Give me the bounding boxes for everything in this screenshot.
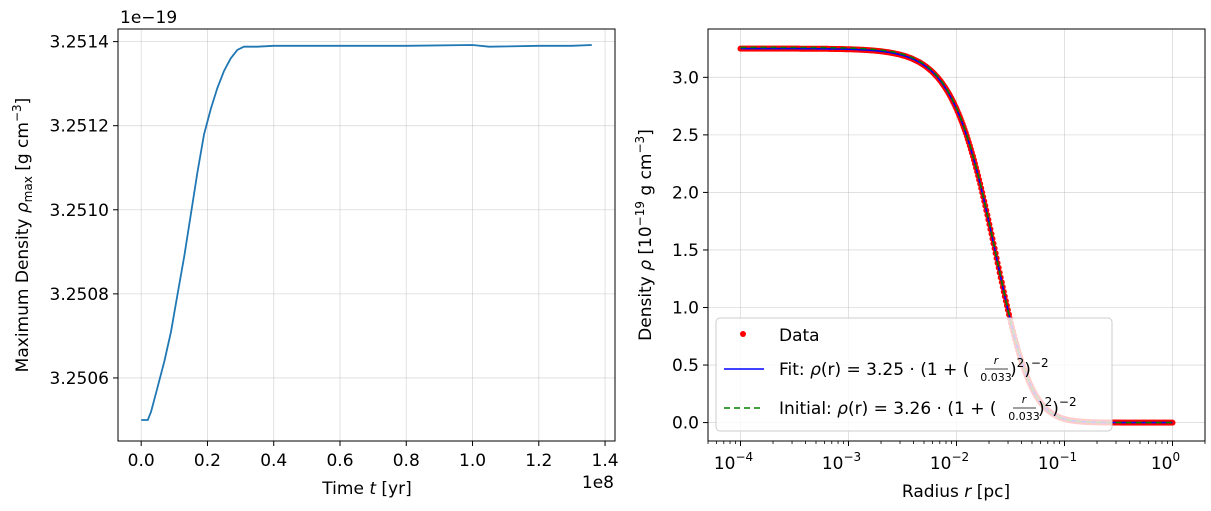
left-x-tick-label: 0.2 — [194, 451, 221, 471]
legend-label-data: Data — [779, 326, 820, 346]
left-y-ticks: 3.2506 3.2508 3.2510 3.2512 3.2514 — [50, 33, 118, 389]
svg-text:r: r — [1022, 393, 1028, 406]
right-y-tick-label: 1.0 — [672, 299, 699, 319]
svg-text:0.033: 0.033 — [980, 371, 1012, 384]
left-x-ticks: 0.0 0.2 0.4 0.6 0.8 1.0 1.2 1.4 — [128, 441, 619, 471]
right-y-tick-label: 3.0 — [672, 68, 699, 88]
left-x-tick-label: 1.0 — [459, 451, 486, 471]
left-y-tick-label: 3.2512 — [50, 117, 109, 137]
right-y-tick-label: 2.0 — [672, 183, 699, 203]
left-x-tick-label: 1.2 — [525, 451, 552, 471]
right-x-tick-label: 10−1 — [1038, 450, 1077, 474]
left-x-tick-label: 0.6 — [326, 451, 353, 471]
left-y-tick-label: 3.2506 — [50, 369, 109, 389]
legend-label-initial: Initial: ρ(r) = 3.26 · (1 + ( r 0.033 )2… — [779, 393, 1077, 423]
right-x-tick-label: 100 — [1151, 450, 1180, 474]
svg-text:0.033: 0.033 — [1008, 410, 1040, 423]
left-plot-frame — [117, 28, 616, 442]
left-x-tick-label: 1.4 — [592, 451, 619, 471]
legend-box — [715, 317, 1113, 432]
svg-text:)2)−2: )2)−2 — [1038, 395, 1077, 419]
right-x-tick-label: 10−3 — [822, 450, 861, 474]
left-x-tick-label: 0.4 — [260, 451, 287, 471]
right-x-ticks: 10−4 10−3 10−2 10−1 100 — [707, 441, 1206, 474]
left-x-axis-label: Time t [yr] — [321, 479, 411, 499]
svg-text:)2)−2: )2)−2 — [1010, 356, 1049, 380]
svg-text:Initial: ρ(r) = 3.26 · (1 + (: Initial: ρ(r) = 3.26 · (1 + ( — [779, 399, 997, 419]
legend-label-fit: Fit: ρ(r) = 3.25 · (1 + ( r 0.033 )2)−2 — [779, 354, 1049, 384]
left-chart: 0.0 0.2 0.4 0.6 0.8 1.0 1.2 1.4 3.25063.25083.2… — [10, 8, 619, 499]
svg-text:Fit: ρ(r) = 3.25 · (1 + (: Fit: ρ(r) = 3.25 · (1 + ( — [779, 360, 969, 380]
right-y-tick-label: 1.5 — [672, 241, 699, 261]
left-series-line — [141, 44, 592, 421]
left-grid — [118, 29, 615, 441]
left-x-tick-label: 0.8 — [393, 451, 420, 471]
right-y-tick-label: 0.0 — [672, 414, 699, 434]
right-x-tick-label: 10−2 — [930, 450, 969, 474]
right-y-axis-label: Density ρ [10−19 g cm−3] — [633, 129, 656, 341]
legend-marker-data — [740, 331, 746, 337]
right-y-tick-label: 0.5 — [672, 356, 699, 376]
left-y-tick-label: 3.2508 — [50, 285, 109, 305]
right-y-ticks: 0.0 0.5 1.0 1.5 2.0 2.5 3.0 — [672, 68, 708, 434]
legend: Data Fit: ρ(r) = 3.25 · (1 + ( r 0.033 )… — [715, 317, 1113, 432]
left-x-offset-text: 1e8 — [582, 473, 614, 493]
svg-text:r: r — [994, 354, 1000, 367]
left-y-axis-label: Maximum Density ρmax [g cm−3] — [10, 98, 35, 373]
left-y-offset-text: 1e−19 — [120, 8, 177, 28]
right-y-tick-label: 2.5 — [672, 126, 699, 146]
left-x-tick-label: 0.0 — [128, 451, 155, 471]
right-x-tick-label: 10−4 — [714, 450, 753, 474]
right-chart: 10−4 10−3 10−2 10−1 100 0.0 0.5 1.0 1.5 2.0 2.5 3.… — [633, 28, 1206, 502]
left-y-tick-label: 3.2514 — [50, 33, 109, 53]
left-y-tick-label: 3.2510 — [50, 201, 109, 221]
right-x-axis-label: Radius r [pc] — [902, 482, 1010, 502]
